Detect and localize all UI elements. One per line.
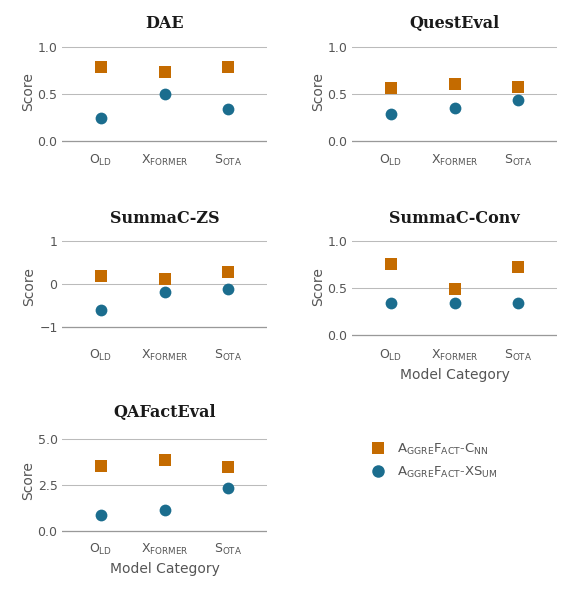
Title: QuestEval: QuestEval	[410, 15, 500, 32]
Title: SummaC-Conv: SummaC-Conv	[389, 209, 520, 227]
Point	[224, 63, 233, 72]
Point	[160, 274, 169, 283]
Title: SummaC-ZS: SummaC-ZS	[110, 209, 219, 227]
Point	[160, 506, 169, 515]
Point	[386, 259, 395, 268]
Point	[160, 89, 169, 99]
Point	[450, 299, 459, 308]
Point	[450, 284, 459, 294]
Title: DAE: DAE	[145, 15, 184, 32]
Point	[224, 104, 233, 113]
Point	[386, 299, 395, 308]
Point	[386, 109, 395, 118]
Point	[224, 462, 233, 471]
Y-axis label: Score: Score	[311, 267, 325, 306]
Y-axis label: Score: Score	[21, 73, 35, 112]
Point	[514, 299, 523, 308]
Point	[160, 67, 169, 77]
Point	[96, 63, 105, 72]
Point	[514, 96, 523, 105]
Point	[96, 510, 105, 520]
Y-axis label: Score: Score	[21, 461, 35, 500]
Point	[450, 103, 459, 113]
Point	[450, 80, 459, 89]
Point	[386, 83, 395, 93]
Legend: $\mathrm{A}_{\mathrm{GGRE}}\mathrm{F}_{\mathrm{ACT}}$-$\mathrm{C}_{\mathrm{NN}}$: $\mathrm{A}_{\mathrm{GGRE}}\mathrm{F}_{\…	[359, 436, 503, 485]
Title: QAFactEval: QAFactEval	[114, 404, 216, 421]
Y-axis label: Score: Score	[23, 267, 36, 306]
Point	[96, 461, 105, 471]
Point	[224, 483, 233, 493]
Point	[160, 455, 169, 465]
Point	[96, 271, 105, 281]
Point	[160, 287, 169, 297]
X-axis label: Model Category: Model Category	[110, 562, 219, 576]
Point	[224, 267, 233, 277]
Point	[514, 263, 523, 272]
Point	[96, 113, 105, 123]
Point	[224, 284, 233, 294]
Point	[96, 305, 105, 314]
Point	[514, 83, 523, 92]
X-axis label: Model Category: Model Category	[400, 368, 509, 382]
Y-axis label: Score: Score	[311, 73, 325, 112]
